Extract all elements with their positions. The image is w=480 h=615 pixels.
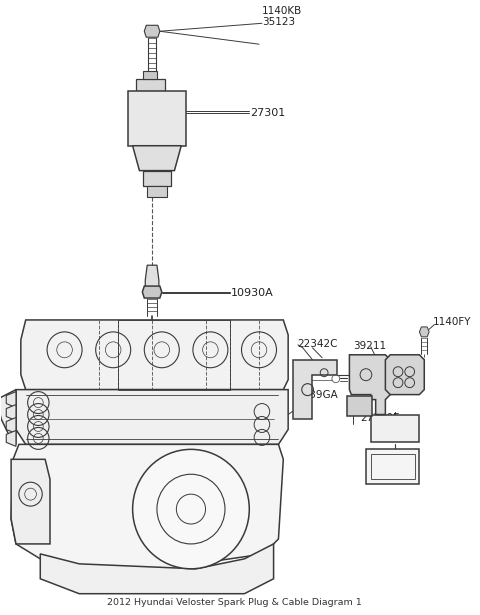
Polygon shape [128, 91, 186, 146]
Polygon shape [16, 390, 288, 445]
Polygon shape [349, 355, 390, 415]
Text: 27325B: 27325B [378, 429, 418, 438]
Polygon shape [6, 392, 16, 408]
Polygon shape [132, 146, 181, 170]
Polygon shape [21, 320, 288, 390]
Bar [348, 395, 372, 416]
Text: 2012 Hyundai Veloster Spark Plug & Cable Diagram 1: 2012 Hyundai Veloster Spark Plug & Cable… [108, 598, 362, 606]
Polygon shape [145, 265, 159, 292]
Polygon shape [143, 286, 162, 298]
Polygon shape [420, 327, 429, 337]
Polygon shape [144, 25, 160, 38]
Polygon shape [293, 360, 337, 419]
Polygon shape [147, 186, 167, 197]
Text: 1140KB
35123: 1140KB 35123 [262, 6, 302, 27]
Text: 1339GA: 1339GA [297, 390, 339, 400]
Polygon shape [135, 79, 165, 91]
Bar [371, 415, 420, 442]
Polygon shape [11, 459, 50, 544]
Bar [118, 320, 230, 390]
Text: 22342C: 22342C [297, 339, 337, 349]
Polygon shape [0, 390, 16, 445]
Polygon shape [6, 418, 16, 434]
Bar [371, 454, 415, 479]
Text: 39211: 39211 [353, 341, 386, 351]
Circle shape [132, 450, 249, 569]
Bar [366, 450, 420, 484]
Text: 27301: 27301 [250, 108, 286, 118]
Polygon shape [144, 170, 170, 186]
Polygon shape [11, 445, 283, 574]
Text: 27350E: 27350E [360, 413, 400, 423]
Text: 10930A: 10930A [231, 288, 274, 298]
Text: 27325: 27325 [378, 464, 411, 474]
Polygon shape [144, 71, 157, 79]
Polygon shape [385, 355, 424, 395]
Polygon shape [40, 544, 274, 593]
Polygon shape [6, 405, 16, 421]
Text: 1140FY: 1140FY [433, 317, 471, 327]
Polygon shape [6, 430, 16, 446]
